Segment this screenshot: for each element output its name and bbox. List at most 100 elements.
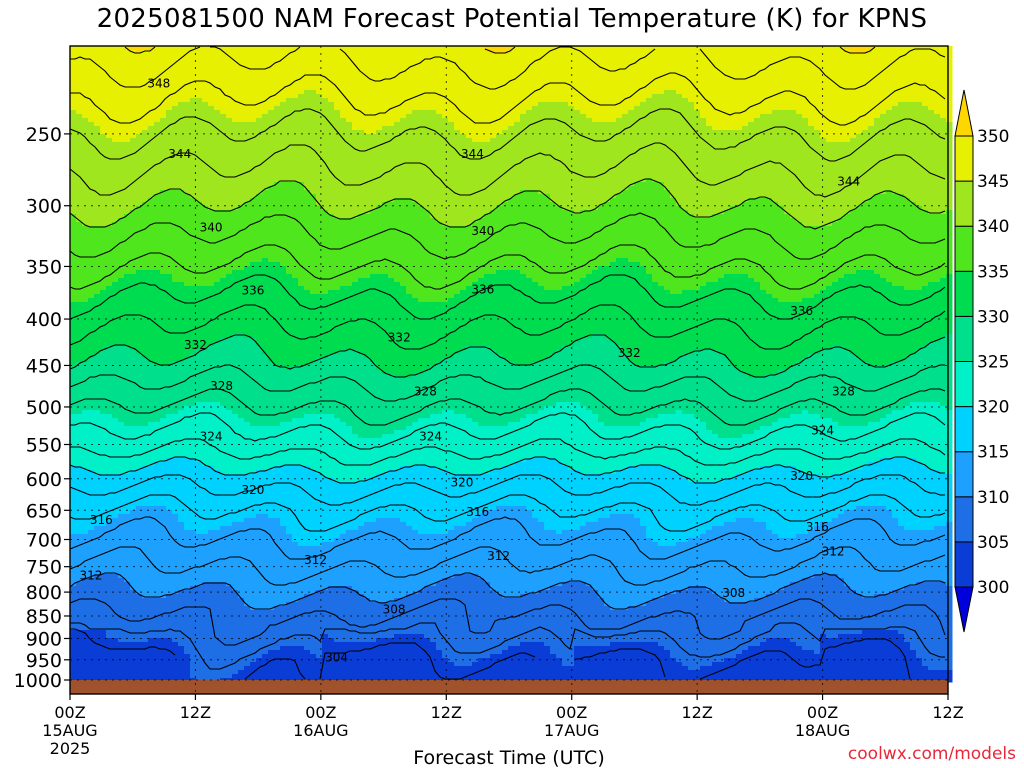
field-cell xyxy=(490,90,497,95)
field-cell xyxy=(712,138,719,143)
field-cell xyxy=(580,70,587,75)
field-cell xyxy=(904,54,911,59)
field-cell xyxy=(736,78,743,83)
field-cell xyxy=(730,126,737,131)
field-cell xyxy=(232,114,239,119)
field-cell xyxy=(916,138,923,143)
field-cell xyxy=(850,162,857,167)
field-cell xyxy=(430,74,437,79)
field-cell xyxy=(448,158,455,163)
field-cell xyxy=(316,166,323,171)
field-cell xyxy=(652,138,659,143)
field-cell xyxy=(670,178,677,183)
field-cell xyxy=(850,130,857,135)
field-cell xyxy=(358,154,365,159)
field-cell xyxy=(598,74,605,79)
field-cell xyxy=(160,170,167,175)
field-cell xyxy=(790,174,797,179)
field-cell xyxy=(802,74,809,79)
field-cell xyxy=(124,58,131,63)
field-cell xyxy=(520,130,527,135)
field-cell xyxy=(844,54,851,59)
field-cell xyxy=(280,118,287,123)
field-cell xyxy=(808,58,815,63)
field-cell xyxy=(670,106,677,111)
field-cell xyxy=(904,46,911,51)
field-cell xyxy=(160,142,167,147)
field-cell xyxy=(436,102,443,107)
field-cell xyxy=(340,106,347,111)
field-cell xyxy=(688,110,695,115)
field-cell xyxy=(520,150,527,155)
field-cell xyxy=(862,94,869,99)
field-cell xyxy=(334,66,341,71)
field-cell xyxy=(148,94,155,99)
field-cell xyxy=(448,94,455,99)
field-cell xyxy=(724,98,731,103)
field-cell xyxy=(100,58,107,63)
field-cell xyxy=(316,74,323,79)
field-cell xyxy=(178,82,185,87)
field-cell xyxy=(538,90,545,95)
field-cell xyxy=(802,134,809,139)
field-cell xyxy=(532,126,539,131)
field-cell xyxy=(400,118,407,123)
field-cell xyxy=(922,86,929,91)
field-cell xyxy=(676,130,683,135)
field-cell xyxy=(616,178,623,183)
field-cell xyxy=(736,114,743,119)
field-cell xyxy=(316,134,323,139)
field-cell xyxy=(520,74,527,79)
field-cell xyxy=(70,46,77,51)
field-cell xyxy=(112,62,119,67)
field-cell xyxy=(622,62,629,67)
field-cell xyxy=(946,62,953,67)
field-cell xyxy=(310,58,317,63)
field-cell xyxy=(778,46,785,51)
field-cell xyxy=(526,174,533,179)
field-cell xyxy=(418,110,425,115)
field-cell xyxy=(250,126,257,131)
field-cell xyxy=(442,114,449,119)
field-cell xyxy=(868,146,875,151)
field-cell xyxy=(916,86,923,91)
field-cell xyxy=(790,106,797,111)
field-cell xyxy=(502,46,509,51)
field-cell xyxy=(586,126,593,131)
field-cell xyxy=(694,118,701,123)
field-cell xyxy=(346,138,353,143)
field-cell xyxy=(304,46,311,51)
field-cell xyxy=(352,90,359,95)
field-cell xyxy=(850,142,857,147)
field-cell xyxy=(172,130,179,135)
field-cell xyxy=(622,90,629,95)
field-cell xyxy=(334,50,341,55)
field-cell xyxy=(334,70,341,75)
field-cell xyxy=(82,166,89,171)
field-cell xyxy=(112,150,119,155)
field-cell xyxy=(856,82,863,87)
field-cell xyxy=(466,154,473,159)
field-cell xyxy=(304,170,311,175)
field-cell xyxy=(238,154,245,159)
field-cell xyxy=(178,102,185,107)
field-cell xyxy=(562,94,569,99)
field-cell xyxy=(676,146,683,151)
field-cell xyxy=(658,150,665,155)
field-cell xyxy=(532,58,539,63)
field-cell xyxy=(574,54,581,59)
field-cell xyxy=(220,102,227,107)
field-cell xyxy=(208,74,215,79)
field-cell xyxy=(706,146,713,151)
field-cell xyxy=(88,154,95,159)
field-cell xyxy=(136,74,143,79)
field-cell xyxy=(130,46,137,51)
field-cell xyxy=(394,146,401,151)
field-cell xyxy=(520,94,527,99)
field-cell xyxy=(586,118,593,123)
field-cell xyxy=(700,178,707,183)
field-cell xyxy=(286,62,293,67)
field-cell xyxy=(190,78,197,83)
field-cell xyxy=(856,54,863,59)
field-cell xyxy=(484,106,491,111)
